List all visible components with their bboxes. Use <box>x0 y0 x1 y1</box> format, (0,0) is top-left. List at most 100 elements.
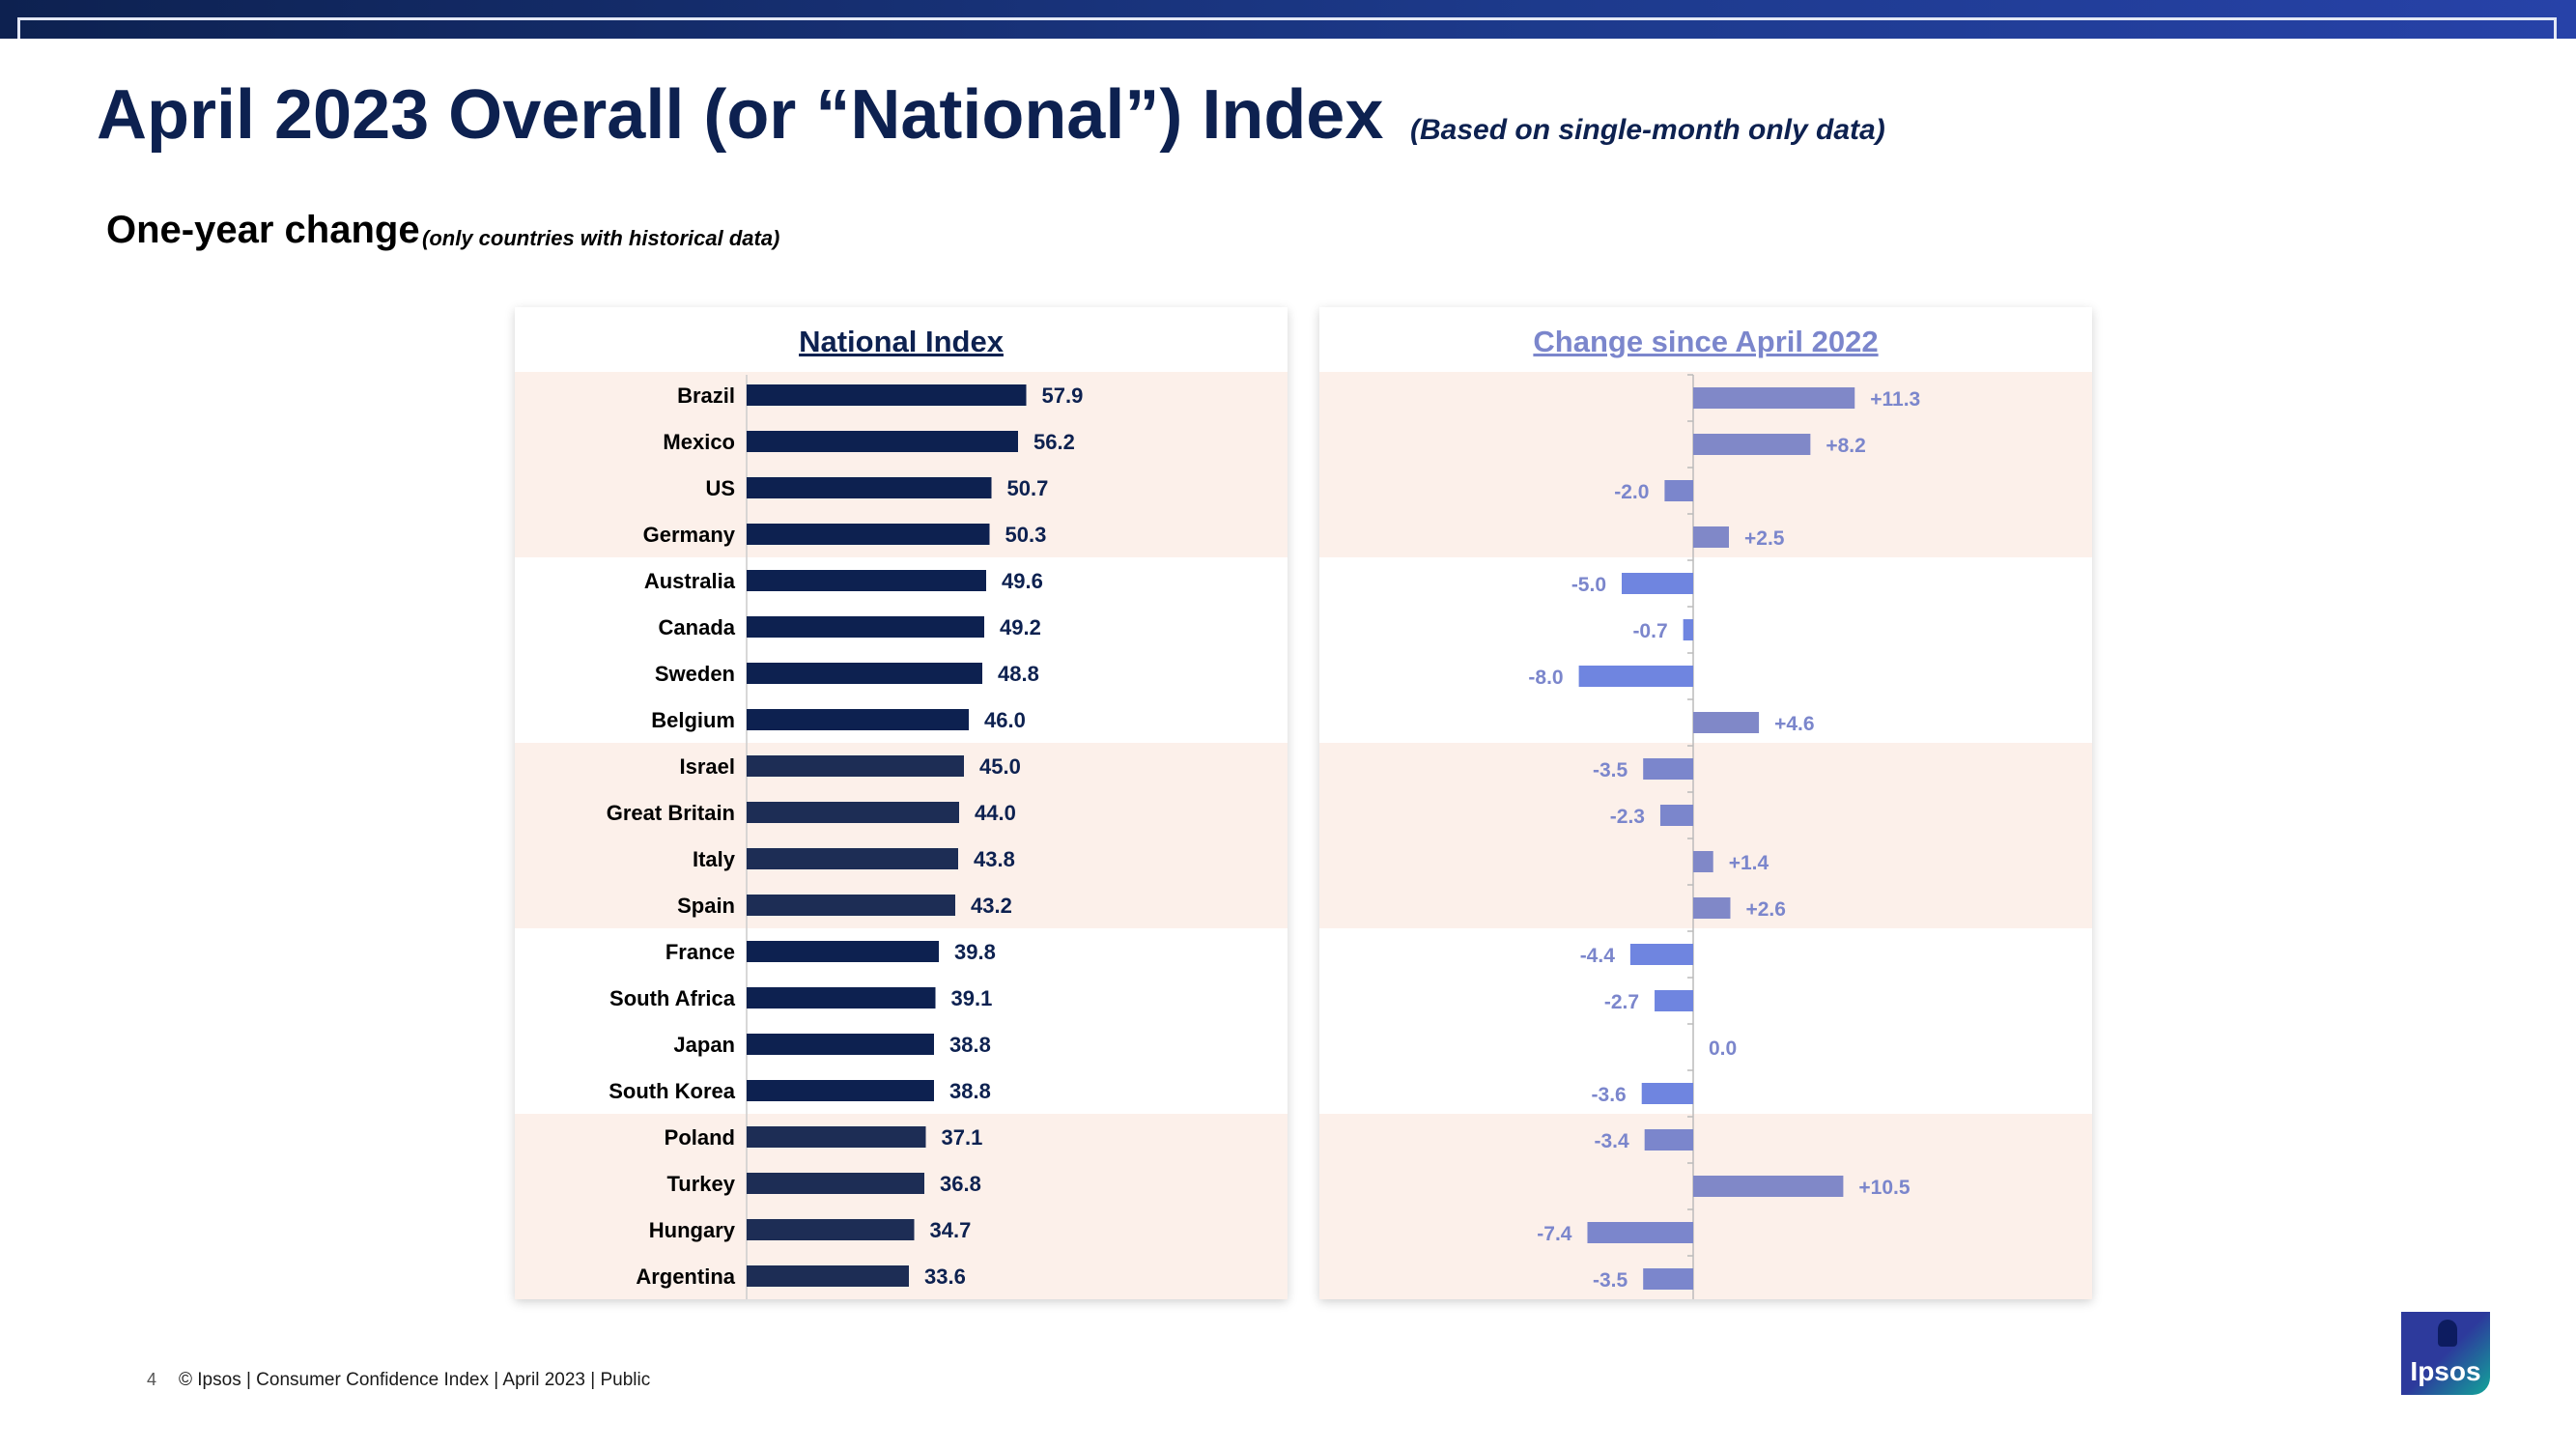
index-bar-belgium <box>747 709 969 730</box>
change-bar-australia <box>1622 573 1693 594</box>
index-value-israel: 45.0 <box>979 754 1021 779</box>
country-label-israel: Israel <box>680 754 736 779</box>
change-bar-argentina <box>1643 1268 1693 1290</box>
ipsos-logo-text: Ipsos <box>2410 1356 2481 1386</box>
page-title-note: (Based on single-month only data) <box>1410 114 1885 146</box>
index-value-japan: 38.8 <box>949 1033 991 1057</box>
ipsos-logo: Ipsos <box>2401 1312 2490 1395</box>
index-bar-sweden <box>747 663 982 684</box>
change-value-hungary: -7.4 <box>1537 1223 1572 1245</box>
index-value-australia: 49.6 <box>1002 569 1043 593</box>
country-label-mexico: Mexico <box>663 430 735 454</box>
section-subtitle: One-year change <box>106 209 420 251</box>
change-bar-hungary <box>1587 1222 1693 1243</box>
index-bar-brazil <box>747 384 1027 406</box>
index-value-brazil: 57.9 <box>1042 384 1084 408</box>
country-label-france: France <box>665 940 735 964</box>
index-bar-turkey <box>747 1173 924 1194</box>
index-value-sweden: 48.8 <box>998 662 1039 686</box>
change-value-poland: -3.4 <box>1594 1130 1629 1152</box>
index-value-spain: 43.2 <box>971 894 1012 918</box>
section-subtitle-note: (only countries with historical data) <box>422 226 780 250</box>
country-label-brazil: Brazil <box>677 384 735 408</box>
change-bar-belgium <box>1693 712 1760 733</box>
change-value-sweden: -8.0 <box>1528 667 1563 689</box>
index-bar-france <box>747 941 939 962</box>
index-bar-israel <box>747 755 964 777</box>
index-value-belgium: 46.0 <box>984 708 1026 732</box>
change-value-brazil: +11.3 <box>1870 388 1920 411</box>
country-label-germany: Germany <box>643 523 736 547</box>
index-bar-spain <box>747 895 955 916</box>
change-bar-germany <box>1693 526 1729 548</box>
change-value-south-korea: -3.6 <box>1592 1084 1627 1106</box>
country-label-argentina: Argentina <box>636 1264 735 1289</box>
country-label-us: US <box>705 476 735 500</box>
country-label-poland: Poland <box>665 1125 735 1150</box>
index-bar-south-korea <box>747 1080 934 1101</box>
national-index-chart: Brazil 57.9 Mexico 56.2 US 50.7 Germany 50.3 Aus… <box>607 375 1084 1299</box>
change-value-argentina: -3.5 <box>1593 1269 1628 1292</box>
change-bar-canada <box>1683 619 1693 640</box>
index-bar-poland <box>747 1126 926 1148</box>
page-title: April 2023 Overall (or “National”) Index <box>97 76 1384 154</box>
change-bar-south-africa <box>1655 990 1693 1011</box>
change-bar-turkey <box>1693 1176 1844 1197</box>
country-label-turkey: Turkey <box>666 1172 735 1196</box>
page-number: 4 <box>147 1370 157 1389</box>
index-value-mexico: 56.2 <box>1033 430 1075 454</box>
index-bar-japan <box>747 1034 934 1055</box>
index-bar-south-africa <box>747 987 936 1009</box>
change-value-israel: -3.5 <box>1593 759 1628 781</box>
index-value-great-britain: 44.0 <box>975 801 1016 825</box>
index-value-south-korea: 38.8 <box>949 1079 991 1103</box>
change-bar-mexico <box>1693 434 1811 455</box>
ipsos-logo-mark <box>2438 1320 2457 1347</box>
national-index-panel: National Index Brazil 57.9 Mexico 56.2 US 50.… <box>515 307 1288 1299</box>
country-label-italy: Italy <box>693 847 736 871</box>
index-value-us: 50.7 <box>1007 476 1049 500</box>
change-value-mexico: +8.2 <box>1826 435 1865 457</box>
index-bar-canada <box>747 616 984 638</box>
change-bar-poland <box>1644 1129 1693 1151</box>
change-value-japan: 0.0 <box>1709 1037 1737 1060</box>
country-label-belgium: Belgium <box>651 708 735 732</box>
change-value-canada: -0.7 <box>1632 620 1667 642</box>
change-value-great-britain: -2.3 <box>1610 806 1645 828</box>
country-label-hungary: Hungary <box>649 1218 736 1242</box>
change-bar-brazil <box>1693 387 1855 409</box>
change-bar-israel <box>1643 758 1693 780</box>
change-bar-sweden <box>1578 666 1693 687</box>
index-bar-australia <box>747 570 986 591</box>
change-value-germany: +2.5 <box>1744 527 1785 550</box>
country-label-japan: Japan <box>673 1033 735 1057</box>
change-bar-italy <box>1693 851 1713 872</box>
country-label-south-africa: South Africa <box>609 986 736 1010</box>
index-value-france: 39.8 <box>954 940 996 964</box>
change-bar-us <box>1664 480 1693 501</box>
country-label-canada: Canada <box>659 615 736 639</box>
change-value-spain: +2.6 <box>1745 898 1785 921</box>
national-index-title: National Index <box>799 325 1004 358</box>
top-banner <box>0 0 2576 39</box>
change-value-us: -2.0 <box>1614 481 1649 503</box>
country-label-spain: Spain <box>677 894 735 918</box>
row-band <box>1319 1114 2092 1299</box>
change-value-italy: +1.4 <box>1729 852 1769 874</box>
index-value-poland: 37.1 <box>942 1125 983 1150</box>
change-value-south-africa: -2.7 <box>1604 991 1639 1013</box>
change-value-belgium: +4.6 <box>1774 713 1814 735</box>
change-bar-france <box>1629 944 1693 965</box>
top-banner-frame <box>17 17 2557 39</box>
index-value-germany: 50.3 <box>1005 523 1047 547</box>
change-chart: +11.3 +8.2 -2.0 +2.5 -5.0 -0.7 -8.0 +4.6 -3.5 -2.… <box>1528 374 1920 1299</box>
change-bar-south-korea <box>1641 1083 1693 1104</box>
index-value-turkey: 36.8 <box>940 1172 981 1196</box>
index-bar-italy <box>747 848 958 869</box>
change-bar-great-britain <box>1659 805 1693 826</box>
index-value-argentina: 33.6 <box>924 1264 966 1289</box>
change-value-turkey: +10.5 <box>1858 1177 1910 1199</box>
country-label-australia: Australia <box>644 569 736 593</box>
index-bar-hungary <box>747 1219 915 1240</box>
change-title: Change since April 2022 <box>1533 325 1879 358</box>
